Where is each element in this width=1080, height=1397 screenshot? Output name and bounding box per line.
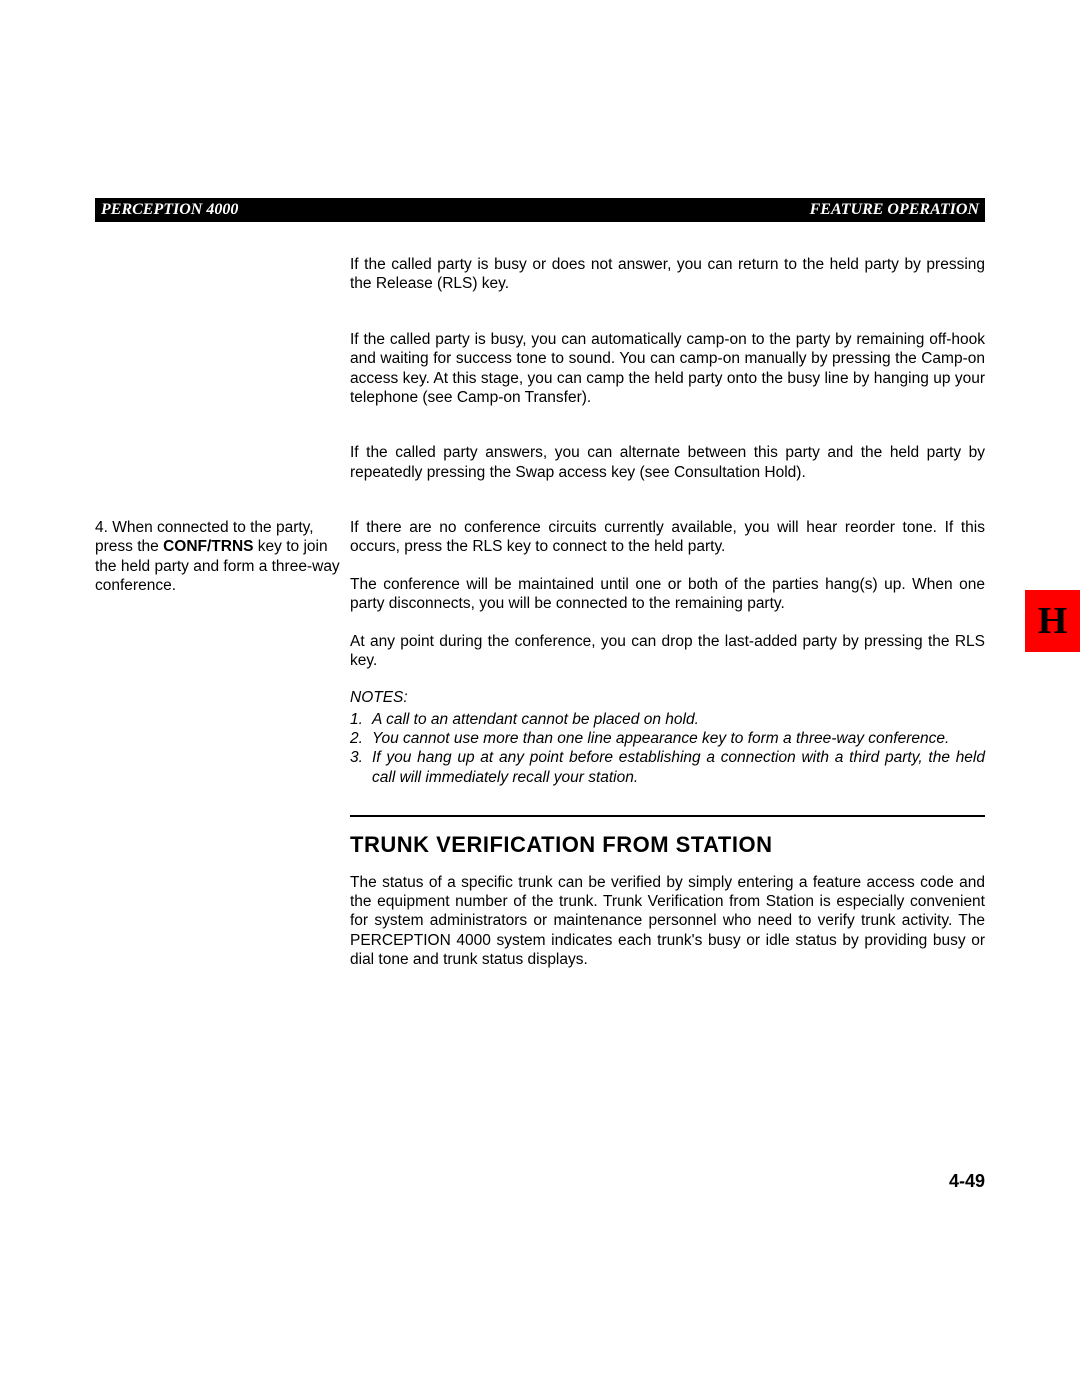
row-p2: If the called party is busy, you can aut…: [95, 330, 985, 426]
note-3: 3. If you hang up at any point before es…: [350, 748, 985, 787]
note-2-text: You cannot use more than one line appear…: [372, 729, 985, 748]
note-3-text: If you hang up at any point before estab…: [372, 748, 985, 787]
header-bar: PERCEPTION 4000 FEATURE OPERATION: [95, 198, 985, 222]
page-number: 4-49: [949, 1171, 985, 1192]
paragraph-6: At any point during the conference, you …: [350, 632, 985, 671]
left-empty-1: [95, 255, 350, 312]
notes-block: NOTES: 1. A call to an attendant cannot …: [350, 688, 985, 787]
step-bold: CONF/TRNS: [163, 538, 253, 555]
section-divider: [350, 815, 985, 817]
paragraph-5: The conference will be maintained until …: [350, 575, 985, 614]
notes-title: NOTES:: [350, 688, 985, 707]
row-p3: If the called party answers, you can alt…: [95, 443, 985, 500]
note-1-num: 1.: [350, 710, 372, 729]
step-number: 4.: [95, 519, 108, 536]
section-body: The status of a specific trunk can be ve…: [350, 873, 985, 970]
section-title: TRUNK VERIFICATION FROM STATION: [350, 831, 985, 859]
step-4-instruction: 4. When connected to the party, press th…: [95, 518, 350, 988]
paragraph-3: If the called party answers, you can alt…: [350, 443, 985, 482]
row-p1: If the called party is busy or does not …: [95, 255, 985, 312]
left-empty-2: [95, 330, 350, 426]
paragraph-4: If there are no conference circuits curr…: [350, 518, 985, 557]
note-2-num: 2.: [350, 729, 372, 748]
left-empty-3: [95, 443, 350, 500]
note-2: 2. You cannot use more than one line app…: [350, 729, 985, 748]
side-tab: H: [1025, 590, 1080, 652]
row-step4: 4. When connected to the party, press th…: [95, 518, 985, 988]
document-page: PERCEPTION 4000 FEATURE OPERATION If the…: [0, 0, 1080, 1397]
note-3-num: 3.: [350, 748, 372, 787]
side-tab-letter: H: [1038, 599, 1068, 643]
header-right: FEATURE OPERATION: [810, 201, 979, 219]
paragraph-2: If the called party is busy, you can aut…: [350, 330, 985, 408]
paragraph-1: If the called party is busy or does not …: [350, 255, 985, 294]
header-left: PERCEPTION 4000: [101, 201, 238, 219]
note-1: 1. A call to an attendant cannot be plac…: [350, 710, 985, 729]
step4-right: If there are no conference circuits curr…: [350, 518, 985, 988]
content-area: If the called party is busy or does not …: [95, 255, 985, 1006]
note-1-text: A call to an attendant cannot be placed …: [372, 710, 985, 729]
